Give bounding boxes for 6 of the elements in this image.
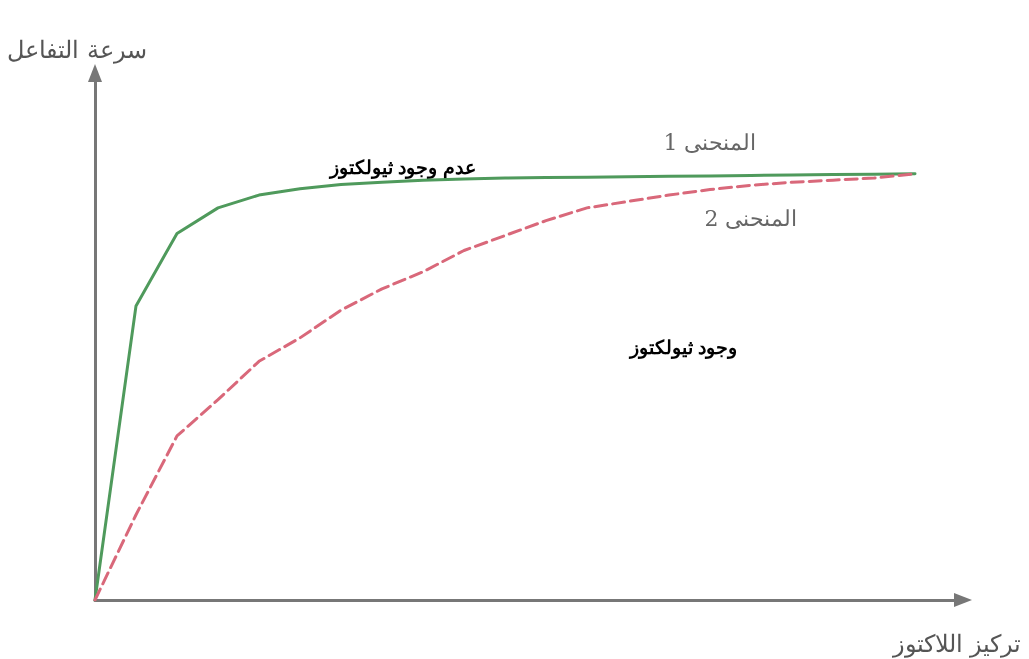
x-axis-title: تركيز اللاكتوز — [892, 629, 1021, 658]
y-axis-title: سرعة التفاعل — [7, 36, 147, 64]
series-label: المنحنى 1 — [663, 130, 757, 156]
series-label: المنحنى 2 — [704, 205, 798, 231]
annotation: وجود ثيولكتوز — [628, 337, 738, 359]
annotation: عدم وجود ثيولكتوز — [328, 157, 476, 179]
